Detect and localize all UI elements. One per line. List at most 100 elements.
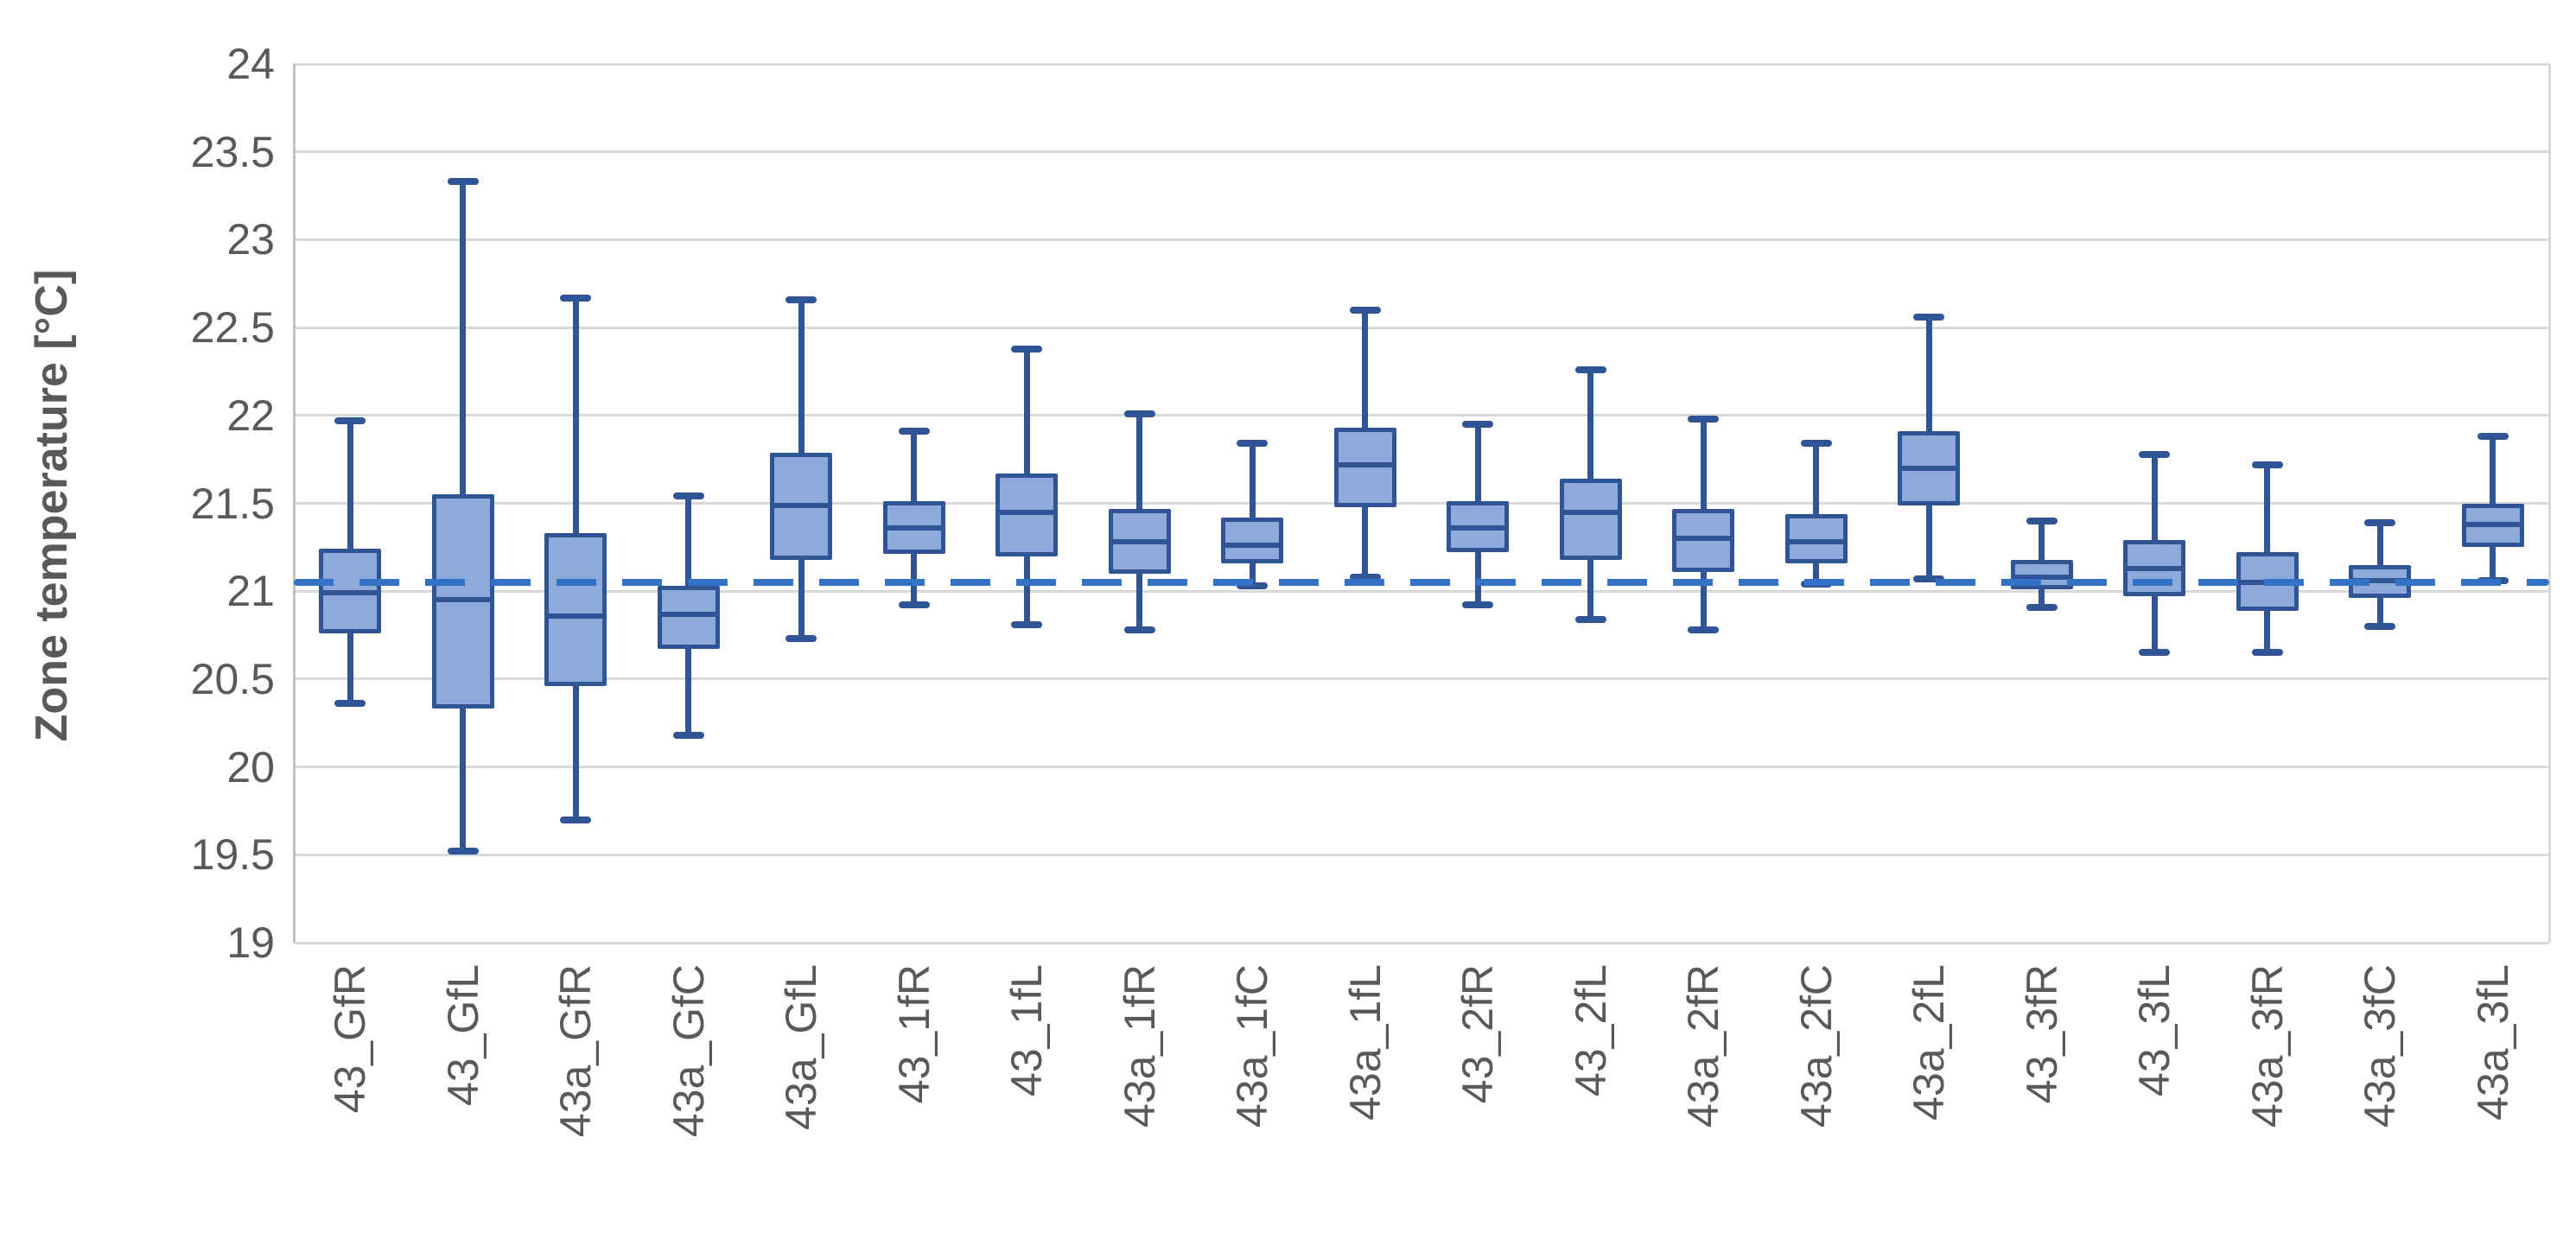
x-tick-label: 43a_GfL — [777, 964, 826, 1130]
whisker-bottom-cap — [1349, 573, 1381, 581]
x-tick-label-holder: 43a_GfL — [777, 964, 825, 1233]
whisker-top-cap — [447, 178, 479, 186]
whisker-bottom-cap — [1574, 615, 1606, 623]
whisker-bottom-cap — [334, 700, 366, 708]
whisker-top-cap — [1688, 415, 1720, 423]
median-line — [548, 613, 604, 619]
y-tick-label: 20.5 — [190, 654, 275, 703]
x-tick-label: 43a_3fR — [2242, 964, 2292, 1128]
median-line — [1676, 536, 1732, 542]
reference-dashed-line — [294, 579, 2549, 587]
median-line — [2013, 574, 2070, 580]
x-tick-label-holder: 43_1fR — [890, 964, 938, 1233]
x-tick-label-holder: 43a_1fL — [1341, 964, 1390, 1233]
whisker-top-cap — [1913, 313, 1945, 321]
y-tick-label: 24 — [226, 40, 275, 88]
x-tick-label: 43_2fL — [1566, 964, 1615, 1096]
median-line — [773, 502, 830, 508]
median-line — [1450, 524, 1506, 531]
x-tick-label: 43a_GfC — [664, 964, 713, 1138]
whisker-bottom-cap — [447, 848, 479, 855]
x-tick-label: 43a_2fL — [1905, 964, 1954, 1121]
x-tick-label: 43a_1fL — [1340, 964, 1390, 1121]
whisker-top-cap — [560, 294, 592, 302]
y-tick-label: 20 — [226, 742, 275, 791]
x-tick-label-holder: 43a_2fL — [1905, 964, 1953, 1233]
whisker-bottom-cap — [1462, 601, 1494, 609]
x-tick-label: 43_2fR — [1453, 964, 1503, 1104]
whisker-top-cap — [786, 296, 817, 303]
y-tick-label: 19 — [226, 918, 275, 967]
y-tick-label: 23 — [226, 215, 275, 264]
whisker-bottom-cap — [1688, 626, 1720, 633]
x-tick-label-holder: 43a_3fC — [2356, 964, 2404, 1233]
x-tick-label: 43a_GfR — [551, 964, 601, 1138]
y-axis-title: Zone temperature [°C] — [27, 269, 77, 742]
x-tick-label-holder: 43_2fR — [1453, 964, 1502, 1233]
whisker-top-cap — [2477, 433, 2509, 441]
x-tick-label-holder: 43a_GfR — [551, 964, 600, 1233]
median-line — [1111, 539, 1167, 545]
x-tick-label: 43a_1fC — [1228, 964, 1277, 1128]
median-line — [2127, 565, 2183, 571]
x-tick-label: 43_1fR — [889, 964, 938, 1104]
gridline — [294, 238, 2549, 241]
box-plot-box — [1333, 428, 1396, 507]
whisker-bottom-cap — [898, 601, 930, 609]
gridline — [294, 326, 2549, 329]
x-tick-label: 43a_1fR — [1115, 964, 1164, 1128]
x-tick-label-holder: 43a_3fR — [2243, 964, 2292, 1233]
median-line — [322, 590, 378, 596]
whisker-top-cap — [2026, 517, 2058, 524]
x-tick-label-holder: 43a_GfC — [665, 964, 713, 1233]
x-tick-label: 43a_2fR — [1679, 964, 1728, 1128]
x-tick-label-holder: 43_2fL — [1567, 964, 1615, 1233]
x-tick-label-holder: 43a_3fL — [2469, 964, 2517, 1233]
whisker-top-cap — [1237, 440, 1269, 448]
whisker-bottom-cap — [2026, 603, 2058, 611]
x-tick-label: 43_GfL — [438, 964, 487, 1107]
whisker-top-cap — [2251, 461, 2283, 468]
x-tick-label-holder: 43a_1fR — [1116, 964, 1164, 1233]
median-line — [999, 509, 1055, 515]
median-line — [886, 524, 942, 531]
x-tick-label: 43_1fL — [1002, 964, 1052, 1096]
x-tick-label-holder: 43a_2fC — [1792, 964, 1841, 1233]
x-tick-label-holder: 43_GfL — [439, 964, 487, 1233]
x-tick-label: 43a_3fC — [2356, 964, 2405, 1128]
x-tick-label-holder: 43a_1fC — [1228, 964, 1276, 1233]
median-line — [1788, 539, 1844, 545]
y-tick-label: 22.5 — [190, 303, 275, 353]
whisker-bottom-cap — [1913, 575, 1945, 582]
whisker-top-cap — [1462, 420, 1494, 428]
y-tick-label: 23.5 — [190, 127, 275, 176]
x-tick-label: 43_3fL — [2130, 964, 2179, 1096]
x-tick-label-holder: 43_3fR — [2018, 964, 2066, 1233]
whisker-top-cap — [1800, 440, 1832, 448]
whisker-bottom-cap — [1011, 620, 1043, 628]
whisker-bottom-cap — [786, 635, 817, 643]
box-plot-box — [544, 533, 607, 687]
whisker-top-cap — [2139, 450, 2171, 458]
x-tick-label: 43_GfR — [326, 964, 375, 1114]
whisker-top-cap — [334, 416, 366, 424]
whisker-line — [1249, 443, 1256, 587]
gridline — [294, 589, 2549, 593]
median-line — [1224, 543, 1281, 549]
whisker-bottom-cap — [2251, 649, 2283, 657]
x-tick-label: 43_3fR — [2017, 964, 2066, 1104]
box-plot-box — [1784, 513, 1848, 563]
x-tick-label-holder: 43a_2fR — [1679, 964, 1727, 1233]
y-tick-label: 21 — [226, 567, 275, 616]
gridline — [294, 150, 2549, 154]
whisker-top-cap — [672, 493, 704, 500]
median-line — [1901, 465, 1957, 471]
plot-right-border — [2547, 64, 2551, 943]
box-plot-box — [657, 586, 720, 650]
whisker-bottom-cap — [2364, 622, 2396, 630]
x-tick-label-holder: 43_GfR — [326, 964, 374, 1233]
whisker-top-cap — [1349, 306, 1381, 314]
x-tick-label-holder: 43_1fL — [1002, 964, 1051, 1233]
whisker-top-cap — [898, 428, 930, 435]
whisker-bottom-cap — [560, 816, 592, 823]
